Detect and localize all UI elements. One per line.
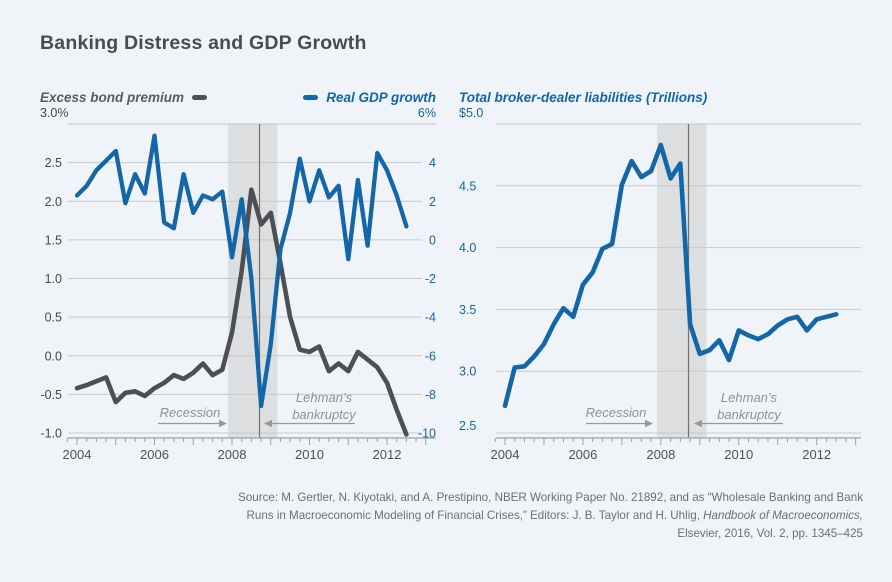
x-tick-label: 2008 — [218, 447, 247, 462]
x-tick-label: 2008 — [646, 447, 675, 462]
y-left-tick-label: 1.0 — [45, 272, 62, 286]
series-line-real-gdp-growth — [74, 133, 409, 409]
annotation-lehman-left: bankruptcy — [292, 407, 357, 422]
y-right-tick-label: -4 — [425, 311, 436, 325]
x-tick-label: 2010 — [724, 447, 753, 462]
x-tick-label: 2004 — [63, 447, 92, 462]
y-tick-label-right-chart: 2.5 — [459, 419, 476, 433]
y-right-tick-label: 2 — [429, 195, 436, 209]
y-right-tick-label: 4 — [429, 156, 436, 170]
y-right-tick-label: 0 — [429, 233, 436, 247]
y-tick-label-right-chart: 3.0 — [459, 365, 476, 379]
y-tick-label-right-chart: $5.0 — [459, 106, 483, 120]
excess-bond-premium-swatch — [192, 95, 208, 100]
source-line-2: Runs in Macroeconomic Modeling of Financ… — [246, 509, 863, 522]
x-tick-label: 2012 — [802, 447, 831, 462]
annotation-arrowhead — [645, 419, 653, 428]
y-left-tick-label: -1.0 — [40, 427, 62, 441]
legend-real-gdp-growth-label: Real GDP growth — [326, 90, 436, 105]
x-tick-label: 2006 — [568, 447, 597, 462]
y-left-tick-label: 0.5 — [45, 311, 62, 325]
y-left-tick-label: 0.0 — [45, 349, 62, 363]
legend-real-gdp-growth: Real GDP growth — [303, 90, 436, 105]
y-tick-label-right-chart: 4.0 — [459, 241, 476, 255]
y-tick-label-right-chart: 3.5 — [459, 303, 476, 317]
source-line-3: Elsevier, 2016, Vol. 2, pp. 1345–425 — [677, 527, 863, 540]
y-left-tick-label: 2.5 — [45, 156, 62, 170]
x-tick-label: 2004 — [491, 447, 520, 462]
y-left-tick-label: 2.0 — [45, 195, 62, 209]
annotation-lehman-right: Lehman’s — [721, 390, 778, 405]
x-tick-label: 2006 — [140, 447, 169, 462]
annotation-arrowhead — [264, 419, 272, 428]
y-right-tick-label: -6 — [425, 349, 436, 363]
annotation-lehman-right: bankruptcy — [717, 407, 782, 422]
x-tick-label: 2010 — [295, 447, 324, 462]
annotation-recession-right: Recession — [586, 405, 647, 420]
annotation-arrowhead — [694, 419, 702, 428]
y-left-tick-label: -0.5 — [40, 388, 62, 402]
source-note: Source: M. Gertler, N. Kiyotaki, and A. … — [238, 489, 863, 543]
page-title: Banking Distress and GDP Growth — [40, 32, 367, 54]
legend-excess-bond-premium: Excess bond premium — [40, 90, 208, 105]
real-gdp-growth-swatch — [303, 95, 319, 100]
series-line-broker-dealer-liabilities — [502, 142, 839, 409]
y-right-tick-label: -10 — [418, 427, 436, 441]
y-right-tick-label: 6% — [418, 106, 436, 120]
series-line-excess-bond-premium — [74, 187, 409, 437]
source-line-1: Source: M. Gertler, N. Kiyotaki, and A. … — [238, 491, 863, 504]
y-right-tick-label: -8 — [425, 388, 436, 402]
annotation-lehman-left: Lehman’s — [296, 390, 353, 405]
annotation-arrowhead — [219, 419, 227, 428]
right-chart-title: Total broker-dealer liabilities (Trillio… — [459, 90, 708, 105]
y-right-tick-label: -2 — [425, 272, 436, 286]
y-tick-label-right-chart: 4.5 — [459, 179, 476, 193]
x-tick-label: 2012 — [373, 447, 402, 462]
legend-excess-bond-premium-label: Excess bond premium — [40, 90, 185, 105]
annotation-recession-left: Recession — [160, 405, 221, 420]
y-left-tick-label: 1.5 — [45, 233, 62, 247]
y-left-tick-label: 3.0% — [40, 106, 69, 120]
